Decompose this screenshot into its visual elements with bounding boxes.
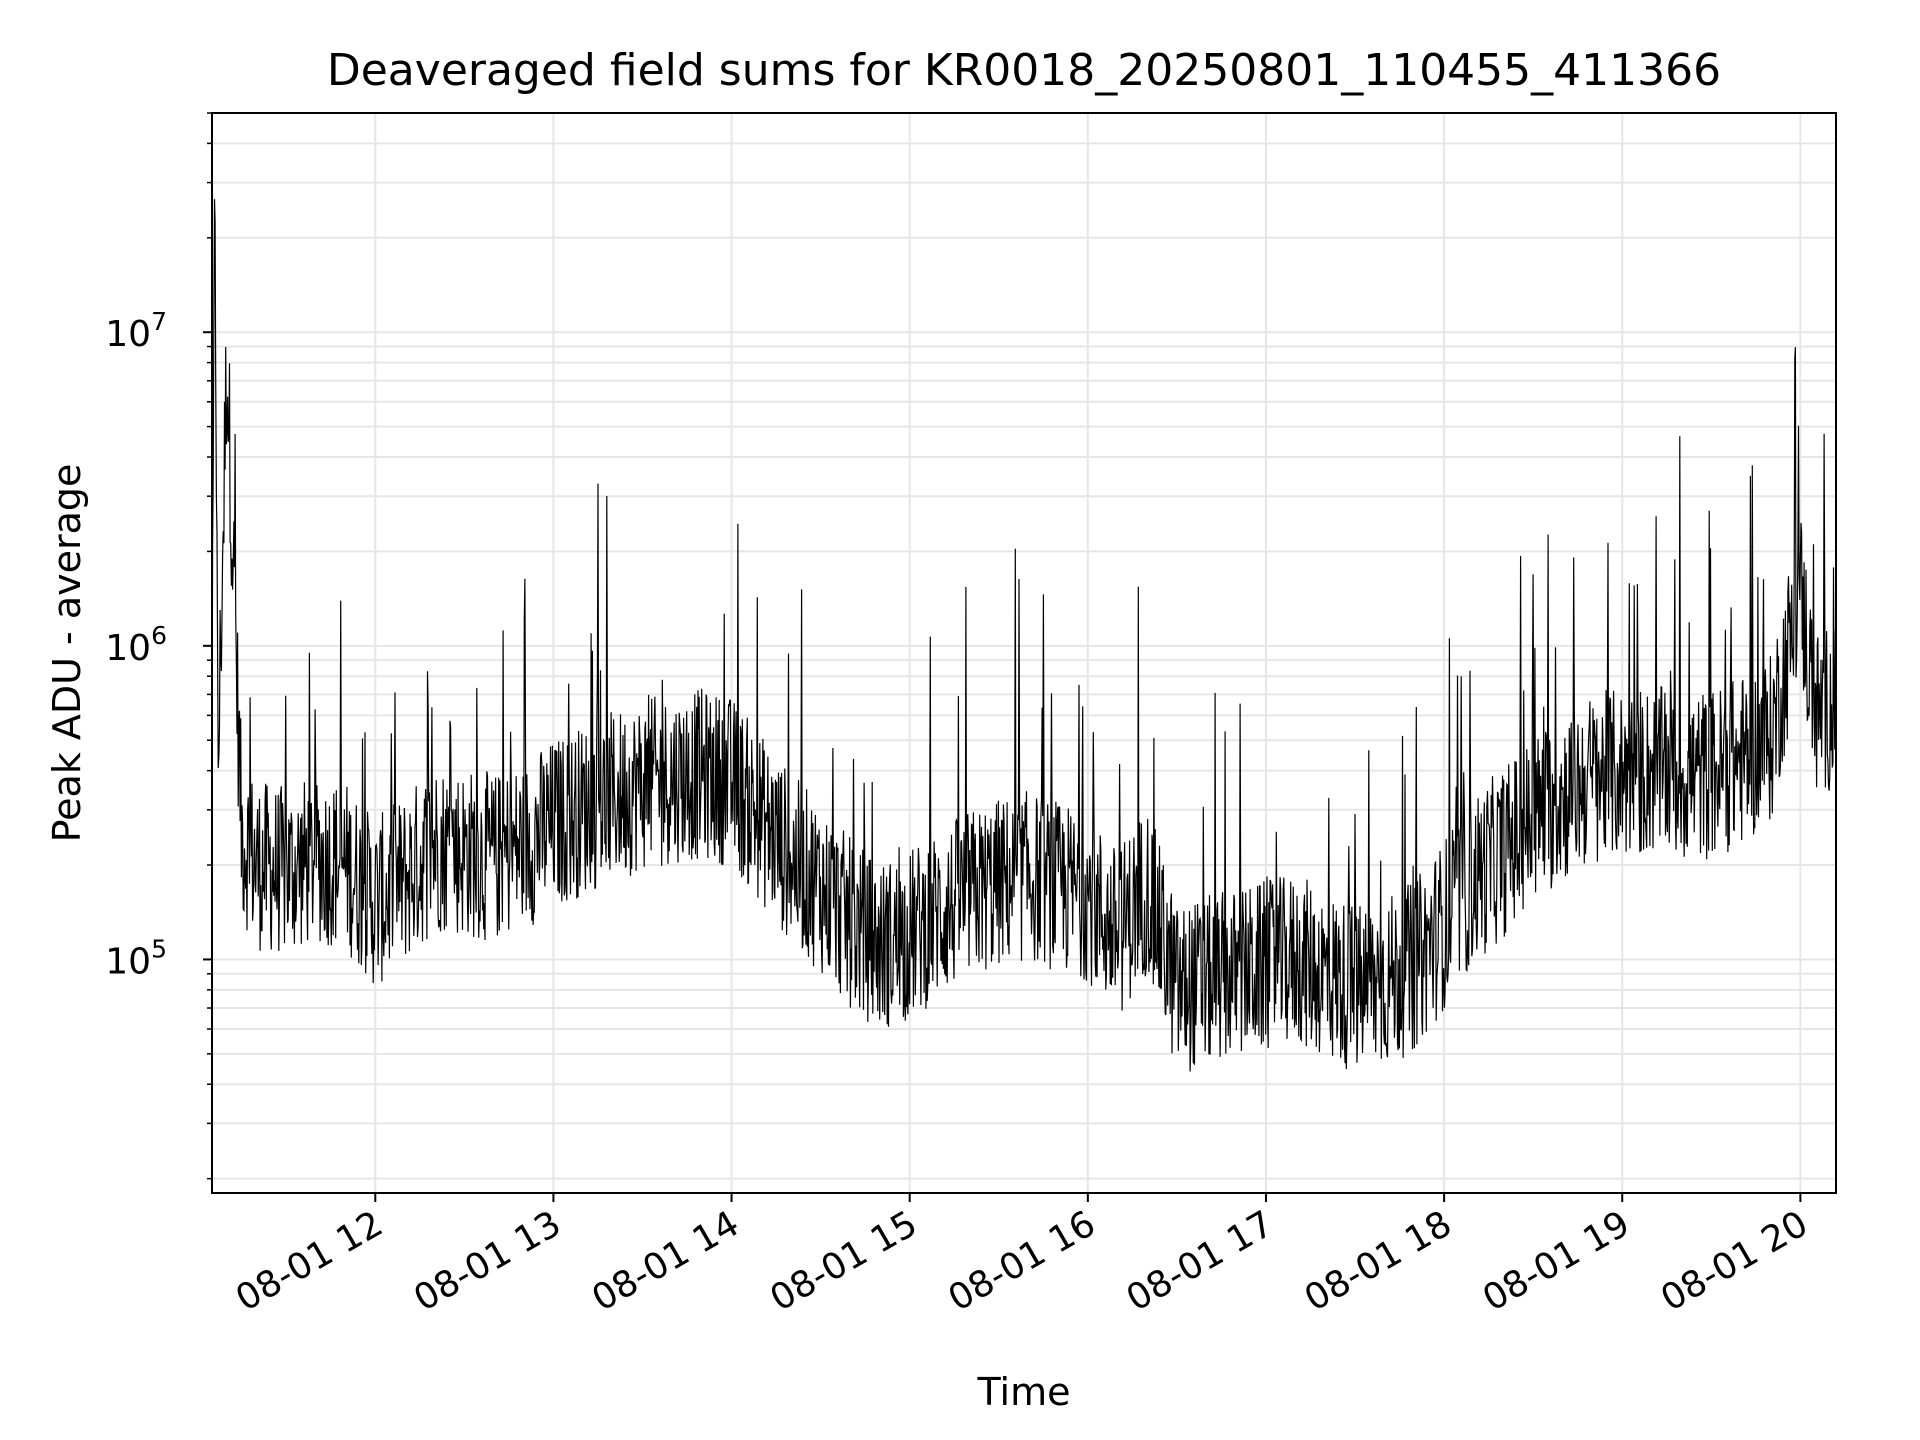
y-tick-label: 106 xyxy=(105,621,167,669)
series-line xyxy=(211,199,1837,1072)
y-tick-label: 107 xyxy=(105,307,167,355)
y-tick-label: 105 xyxy=(105,934,167,982)
plot-frame xyxy=(211,112,1837,1194)
chart-title: Deaveraged field sums for KR0018_2025080… xyxy=(327,45,1721,96)
y-axis-label: Peak ADU - average xyxy=(45,464,89,843)
data-series xyxy=(211,199,1837,1072)
y-axis: 105 106 107 xyxy=(105,112,212,1180)
x-axis-label: Time xyxy=(977,1370,1071,1414)
